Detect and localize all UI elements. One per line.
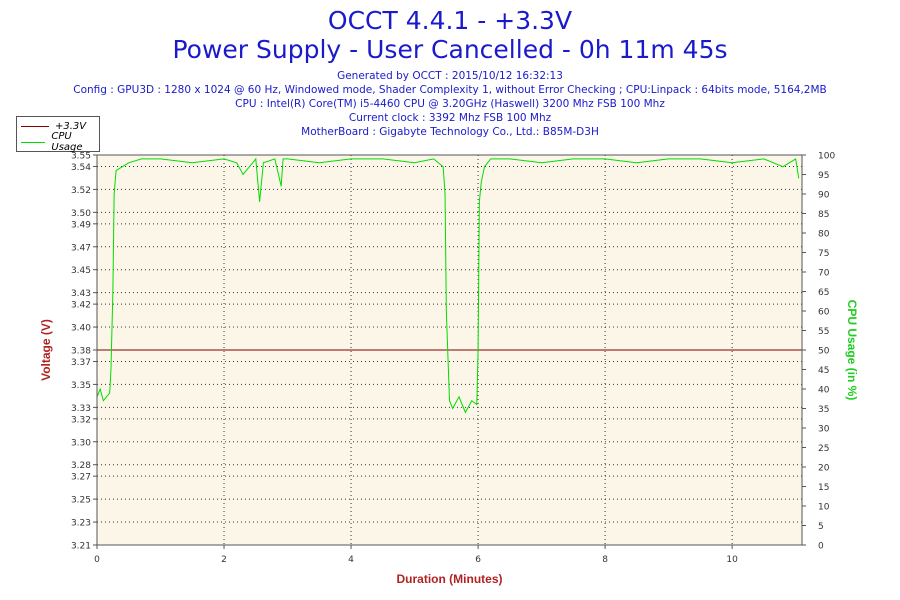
generated-info: Generated by OCCT : 2015/10/12 16:32:13 [337,70,563,82]
y2-tick-label: 85 [818,210,829,220]
y-tick-label: 3.50 [71,209,91,219]
y2-tick-label: 35 [818,405,829,415]
y-tick-label: 3.49 [71,220,91,230]
y-tick-label: 3.40 [71,324,91,334]
y2-tick-label: 70 [818,269,830,279]
legend-swatch-voltage [21,125,49,127]
y2-tick-label: 90 [818,191,830,201]
motherboard-info: MotherBoard : Gigabyte Technology Co., L… [301,126,599,138]
y-tick-label: 3.35 [71,381,91,391]
y-tick-label: 3.55 [71,152,91,162]
x-tick-label: 10 [726,555,738,565]
y2-tick-label: 20 [818,464,830,474]
y-tick-label: 3.45 [71,266,91,276]
y2-tick-label: 10 [818,503,830,513]
y-tick-label: 3.27 [71,473,91,483]
x-tick-label: 0 [94,555,100,565]
y-tick-label: 3.54 [71,163,91,173]
y2-tick-label: 45 [818,366,829,376]
y2-tick-label: 15 [818,483,829,493]
y-tick-label: 3.32 [71,415,91,425]
series-group [96,157,802,414]
y2-tick-label: 80 [818,230,830,240]
y-tick-label: 3.52 [71,186,91,196]
y2-tick-label: 30 [818,425,830,435]
chart-title: OCCT 4.4.1 - +3.3V [327,6,573,35]
y2-tick-label: 65 [818,288,829,298]
legend-entry-voltage: +3.3V [21,119,86,133]
y2-axis-label: CPU Usage (in %) [845,300,859,401]
legend-label-cpu: CPU Usage [51,131,83,153]
y-tick-label: 3.47 [71,243,91,253]
x-tick-label: 4 [348,555,354,565]
legend: +3.3V CPU Usage [16,116,100,153]
y-tick-label: 3.33 [71,404,91,414]
y2-tick-label: 60 [818,308,830,318]
x-tick-label: 2 [221,555,227,565]
x-tick-label: 6 [475,555,481,565]
y2-axis-ticks: 0 5 10 15 20 25 30 35 40 45 50 55 60 65 70 75 80 85 90 95 10… [802,152,835,552]
y2-tick-label: 0 [818,542,824,552]
y2-tick-label: 50 [818,347,830,357]
y2-tick-label: 100 [818,152,835,162]
y-tick-label: 3.38 [71,347,91,357]
y2-tick-label: 75 [818,249,829,259]
series-cpu-usage-line [96,157,800,414]
grid-lines [97,155,802,545]
y-tick-label: 3.21 [71,542,91,552]
x-tick-label: 8 [602,555,608,565]
y2-tick-label: 55 [818,327,829,337]
y2-tick-label: 5 [818,522,824,532]
y-tick-label: 3.30 [71,438,91,448]
y-tick-label: 3.43 [71,289,91,299]
y-axis-ticks: 3.21 3.23 3.25 3.27 3.28 3.30 3.323.33 3.35 3.37… [71,152,97,552]
y-tick-label: 3.23 [71,519,91,529]
cpu-info: CPU : Intel(R) Core(TM) i5-4460 CPU @ 3.… [235,98,665,110]
y-axis-label: Voltage (V) [39,319,53,381]
y-tick-label: 3.28 [71,461,91,471]
y-tick-label: 3.42 [71,301,91,311]
y-tick-label: 3.37 [71,358,91,368]
clock-info: Current clock : 3392 Mhz FSB 100 Mhz [348,112,552,124]
y2-tick-label: 95 [818,171,829,181]
legend-entry-cpu: CPU Usage [21,131,99,153]
x-axis-ticks: 0 2 4 6 8 10 [94,545,738,565]
x-axis-label: Duration (Minutes) [397,572,503,586]
chart-subtitle: Power Supply - User Cancelled - 0h 11m 4… [172,35,728,64]
config-info: Config : GPU3D : 1280 x 1024 @ 60 Hz, Wi… [73,84,827,96]
y2-tick-label: 25 [818,444,829,454]
plot-border [96,154,803,546]
y2-tick-label: 40 [818,386,830,396]
y-tick-label: 3.25 [71,496,91,506]
legend-label-voltage: +3.3V [55,120,87,132]
legend-swatch-cpu [21,141,46,143]
